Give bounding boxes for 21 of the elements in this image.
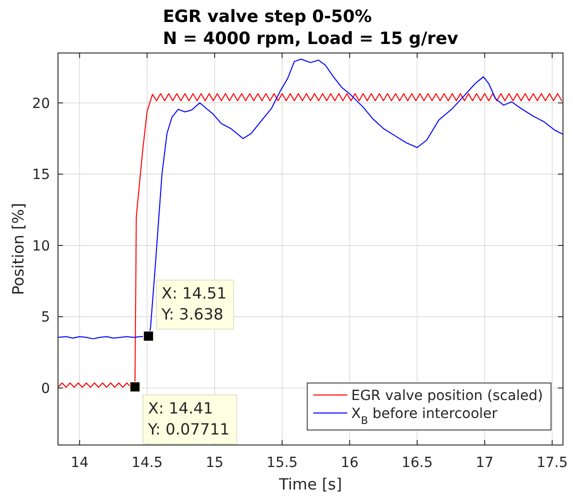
legend-label: X$_{B}$ before intercooler xyxy=(351,406,498,427)
x-tick-label: 16 xyxy=(340,454,359,471)
x-tick-label: 15 xyxy=(206,454,224,471)
y-axis-title: Position [%] xyxy=(9,202,28,296)
x-tick-label: 14 xyxy=(70,454,89,471)
annotation: X: 14.41 Y: 0.07711 xyxy=(146,399,230,438)
x-axis-title: Time [s] xyxy=(278,475,342,494)
x-tick-label: 17 xyxy=(476,454,494,471)
y-tick-label: 15 xyxy=(32,167,50,184)
y-tick-label: 0 xyxy=(41,380,50,397)
chart-subtitle: N = 4000 rpm, Load = 15 g/rev xyxy=(162,28,458,49)
x-tick-label: 16.5 xyxy=(402,454,433,471)
y-tick-label: 10 xyxy=(32,238,50,254)
annotation: X: 14.51 Y: 3.638 xyxy=(160,284,227,324)
y-tick-label: 20 xyxy=(32,96,50,112)
y-tick-label: 5 xyxy=(41,310,50,326)
legend-label: EGR valve position (scaled) xyxy=(351,388,543,404)
x-tick-label: 15.5 xyxy=(266,454,298,471)
x-tick-label: 17.5 xyxy=(536,454,568,471)
x-tick-label: 14.5 xyxy=(132,454,163,471)
chart-title: EGR valve step 0-50% xyxy=(162,6,372,27)
